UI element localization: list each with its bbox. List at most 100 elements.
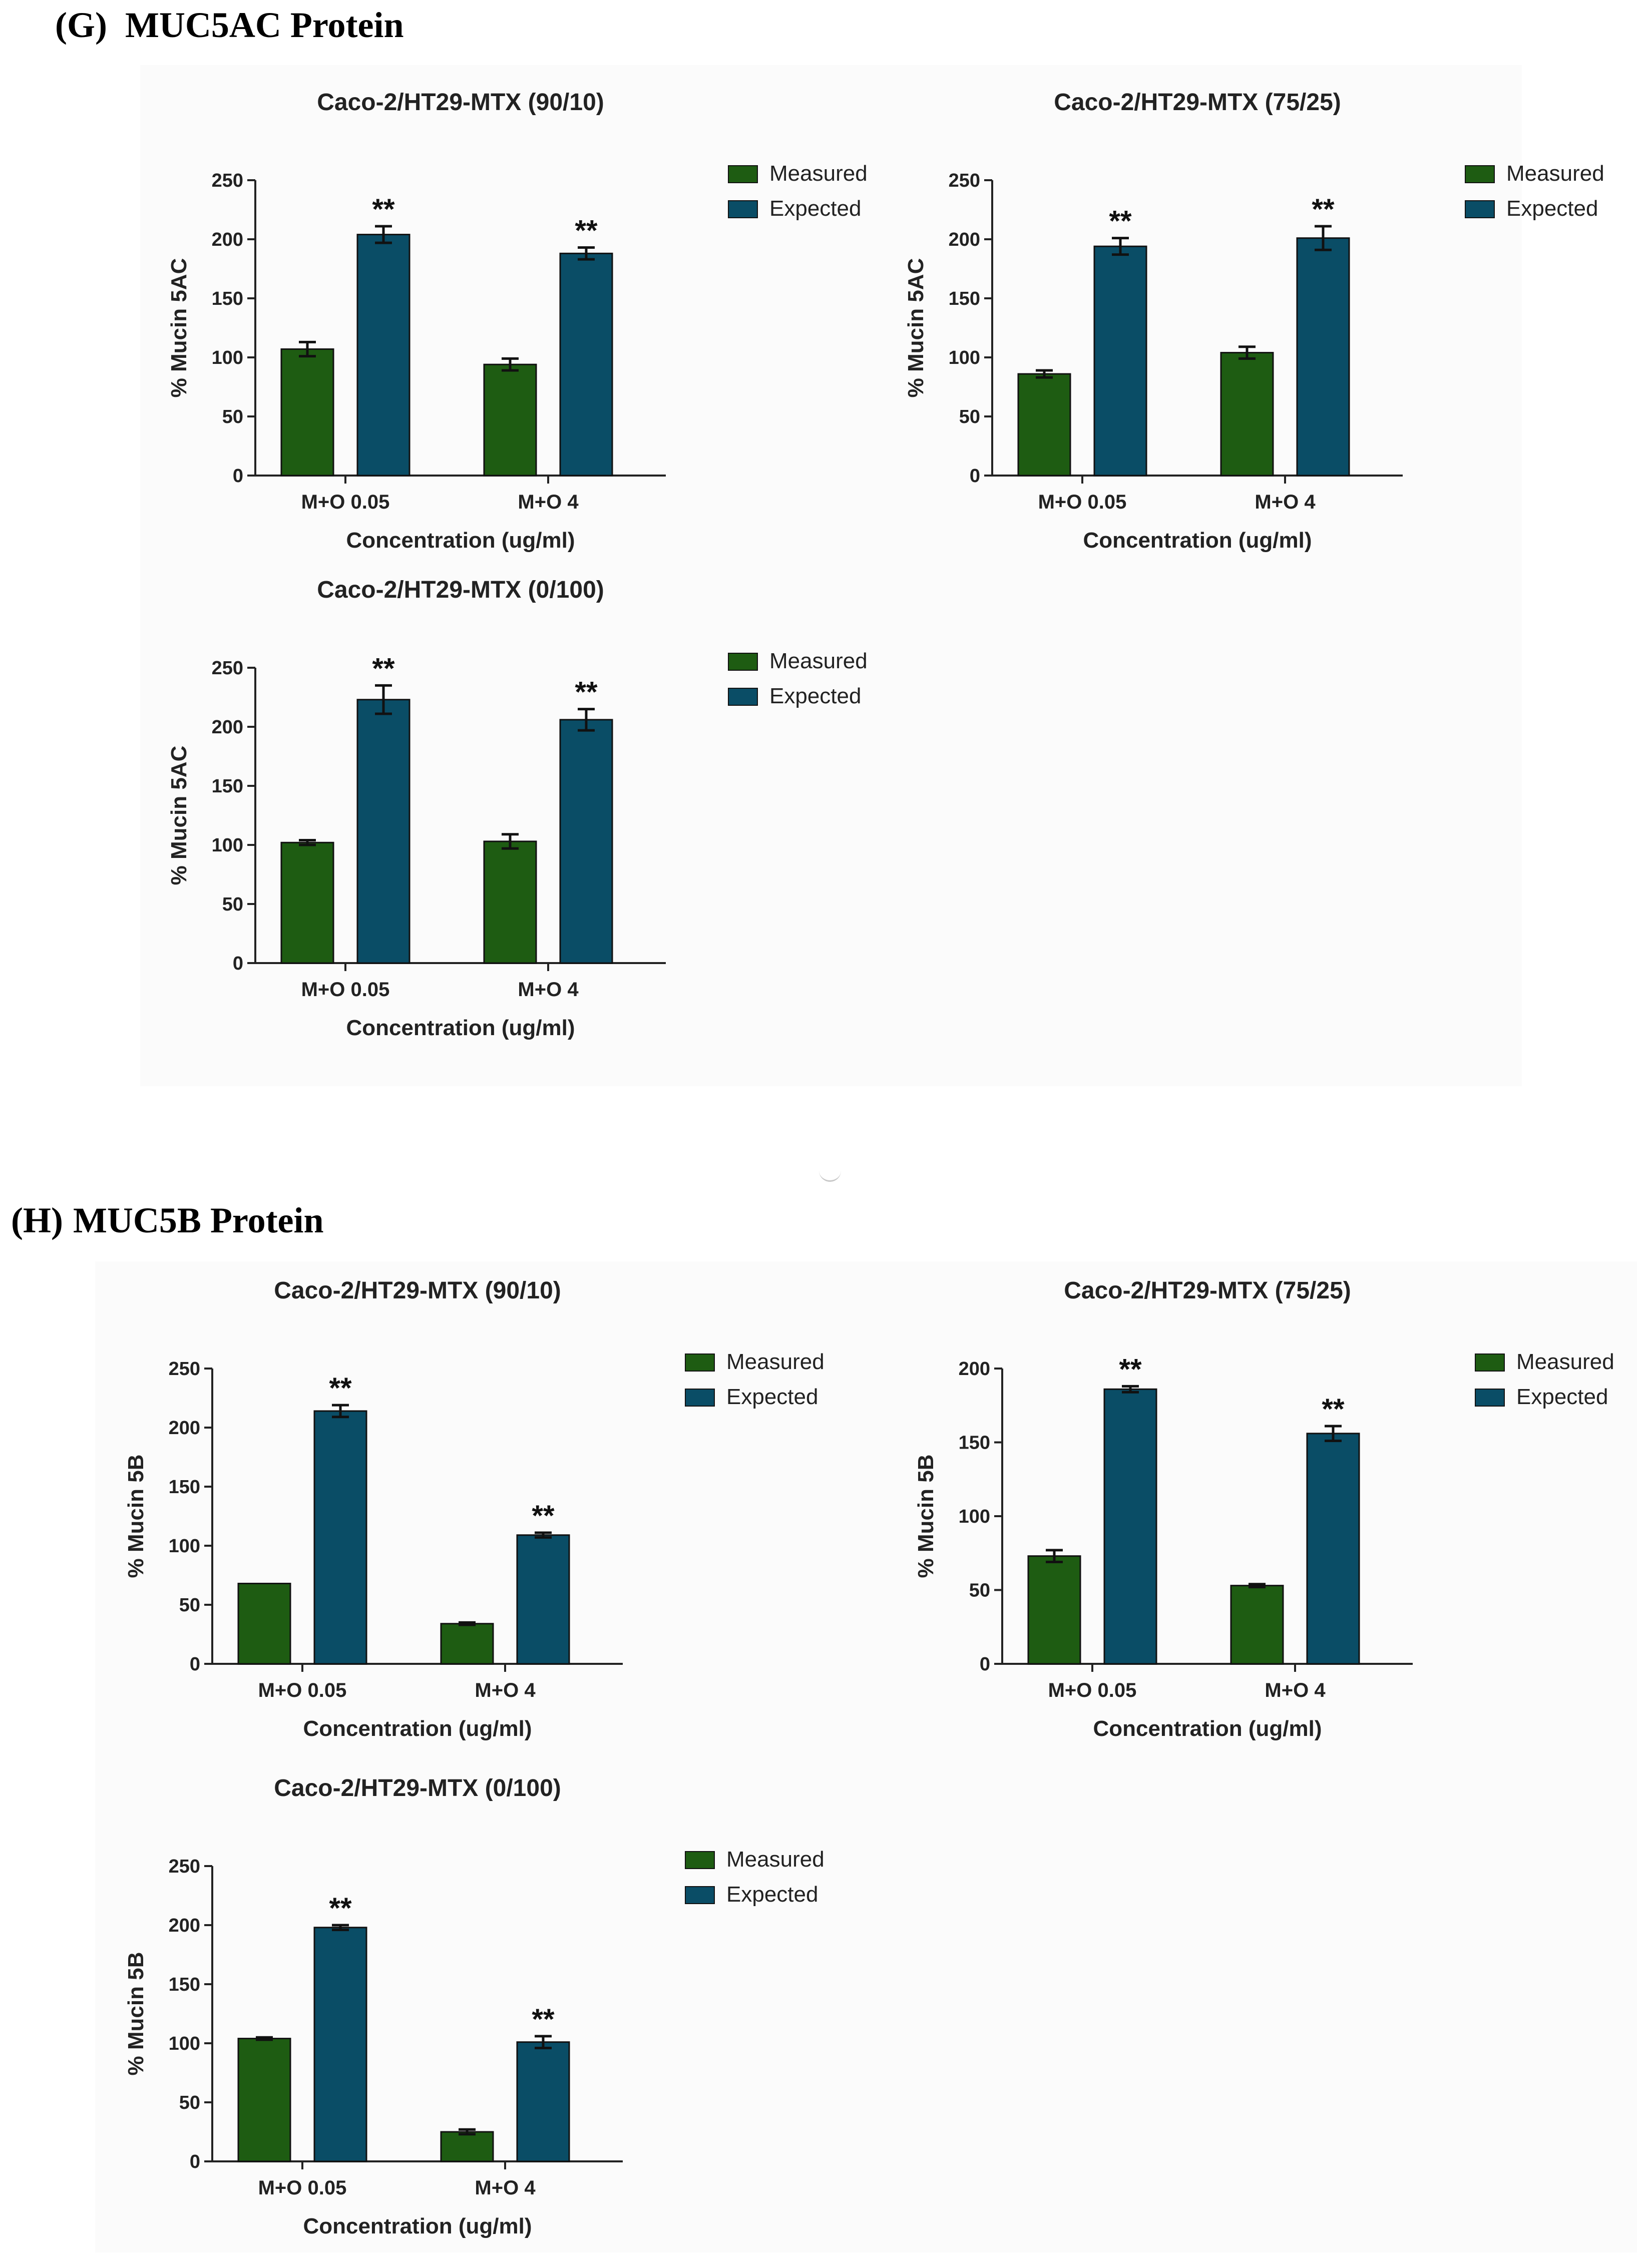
chart-muc5b-75-25: Caco-2/HT29-MTX (75/25) % Mucin 5B 0 50 100 1… <box>914 1277 1614 1741</box>
y-tick-label: 100 <box>212 835 243 856</box>
y-tick-label: 150 <box>949 288 980 309</box>
significance-label: ** <box>532 2003 555 2036</box>
y-axis-label: % Mucin 5AC <box>904 258 928 398</box>
y-tick-label: 0 <box>970 466 980 487</box>
x-tick-label: M+O 0.05 <box>301 979 390 1001</box>
bar-measured-1 <box>280 841 334 964</box>
y-axis-label: % Mucin 5AC <box>167 258 191 398</box>
y-tick-label: 150 <box>169 1477 200 1498</box>
x-tick-label: M+O 0.05 <box>1038 491 1127 513</box>
y-tick-label: 0 <box>233 466 243 487</box>
chart-muc5ac-0-100: Caco-2/HT29-MTX (0/100) % Mucin 5AC 0 50 100… <box>167 577 868 1040</box>
x-tick-label: M+O 4 <box>518 979 579 1001</box>
y-tick-label: 200 <box>212 229 243 250</box>
y-tick-label: 50 <box>959 406 980 427</box>
x-axis-label: Concentration (ug/ml) <box>1093 1716 1322 1741</box>
y-tick-label: 200 <box>169 1915 200 1936</box>
y-tick-label: 250 <box>169 1856 200 1877</box>
significance-label: ** <box>329 1892 352 1925</box>
x-axis-label: Concentration (ug/ml) <box>303 2214 532 2238</box>
significance-label: ** <box>575 215 598 247</box>
bar-measured-1 <box>1017 373 1071 477</box>
bar-measured-2 <box>1230 1585 1284 1665</box>
y-tick-label: 150 <box>212 288 243 309</box>
legend-swatch-expected <box>728 200 758 218</box>
x-tick-label: M+O 0.05 <box>301 491 390 513</box>
section-letter: (H) <box>11 1200 63 1240</box>
bar-expected-2 <box>1296 237 1350 477</box>
significance-label: ** <box>372 652 395 685</box>
significance-label: ** <box>575 676 598 709</box>
legend-label-measured: Measured <box>1516 1349 1614 1374</box>
y-tick-label: 50 <box>222 894 243 915</box>
bar-expected-1 <box>313 1927 367 2162</box>
bar-expected-1 <box>1093 245 1147 477</box>
chart-muc5b-90-10: Caco-2/HT29-MTX (90/10) % Mucin 5B 0 50 100 1… <box>124 1277 824 1741</box>
legend-label-measured: Measured <box>726 1847 824 1872</box>
significance-label: ** <box>1312 193 1335 226</box>
section-title-h: (H) MUC5B Protein <box>11 1202 324 1238</box>
y-tick-label: 100 <box>212 347 243 368</box>
y-tick-label: 100 <box>949 347 980 368</box>
significance-label: ** <box>329 1372 352 1405</box>
chart-muc5ac-90-10: Caco-2/HT29-MTX (90/10) % Mucin 5AC 0 50 100… <box>167 89 868 553</box>
bar-measured-1 <box>237 1583 291 1665</box>
bar-measured-2 <box>1220 352 1274 477</box>
y-tick-label: 0 <box>233 953 243 974</box>
section-name: MUC5AC Protein <box>125 5 404 45</box>
bar-expected-1 <box>356 234 410 477</box>
bar-measured-1 <box>1027 1555 1081 1665</box>
bar-expected-2 <box>559 252 613 477</box>
legend-label-measured: Measured <box>1506 161 1604 186</box>
x-tick-label: M+O 0.05 <box>1048 1679 1137 1701</box>
chart-title: Caco-2/HT29-MTX (75/25) <box>1054 89 1341 116</box>
bar-measured-2 <box>440 2131 494 2162</box>
y-tick-label: 100 <box>169 1536 200 1557</box>
bar-measured-2 <box>483 840 537 964</box>
x-axis-label: Concentration (ug/ml) <box>346 1016 575 1040</box>
legend-swatch-expected <box>685 1886 715 1904</box>
y-tick-label: 200 <box>949 229 980 250</box>
y-tick-label: 100 <box>169 2033 200 2054</box>
legend-label-measured: Measured <box>726 1349 824 1374</box>
y-axis-label: % Mucin 5AC <box>167 746 191 885</box>
legend-label-expected: Expected <box>726 1385 818 1409</box>
section-name: MUC5B Protein <box>73 1200 324 1240</box>
bar-measured-2 <box>440 1623 494 1665</box>
significance-label: ** <box>1322 1393 1345 1426</box>
chart-muc5ac-75-25: Caco-2/HT29-MTX (75/25) % Mucin 5AC 0 50 100… <box>904 89 1604 553</box>
legend-label-expected: Expected <box>1506 196 1598 221</box>
y-tick-label: 150 <box>959 1433 990 1454</box>
y-tick-label: 250 <box>212 170 243 191</box>
legend-swatch-measured <box>1475 1353 1505 1372</box>
legend-swatch-expected <box>1475 1389 1505 1407</box>
y-tick-label: 200 <box>169 1418 200 1439</box>
bar-expected-2 <box>516 2041 570 2162</box>
x-axis-label: Concentration (ug/ml) <box>303 1716 532 1741</box>
y-tick-label: 200 <box>212 717 243 738</box>
y-tick-label: 250 <box>169 1359 200 1380</box>
legend-label-measured: Measured <box>769 161 868 186</box>
bar-measured-2 <box>483 363 537 477</box>
legend-swatch-measured <box>685 1851 715 1869</box>
bar-expected-2 <box>1306 1433 1360 1665</box>
legend-label-expected: Expected <box>726 1882 818 1907</box>
y-tick-label: 0 <box>980 1654 990 1675</box>
legend-swatch-expected <box>1465 200 1495 218</box>
legend-label-expected: Expected <box>769 196 861 221</box>
bar-expected-1 <box>313 1410 367 1665</box>
legend-label-expected: Expected <box>769 684 861 708</box>
legend-swatch-expected <box>728 688 758 706</box>
y-tick-label: 200 <box>959 1359 990 1380</box>
significance-label: ** <box>1109 205 1132 238</box>
y-tick-label: 150 <box>169 1974 200 1995</box>
legend-swatch-measured <box>728 165 758 183</box>
y-tick-label: 50 <box>222 406 243 427</box>
x-tick-label: M+O 4 <box>518 491 579 513</box>
y-tick-label: 50 <box>179 2092 200 2113</box>
chart-title: Caco-2/HT29-MTX (90/10) <box>317 89 604 116</box>
chart-title: Caco-2/HT29-MTX (0/100) <box>274 1775 561 1801</box>
significance-label: ** <box>1119 1353 1142 1386</box>
y-tick-label: 50 <box>969 1580 990 1601</box>
chart-title: Caco-2/HT29-MTX (90/10) <box>274 1277 561 1304</box>
